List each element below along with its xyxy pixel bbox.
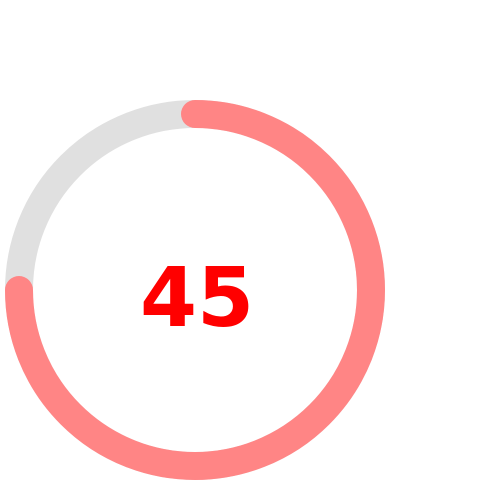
progress-ring-fill bbox=[5, 100, 385, 480]
progress-value: 45 bbox=[140, 251, 254, 346]
